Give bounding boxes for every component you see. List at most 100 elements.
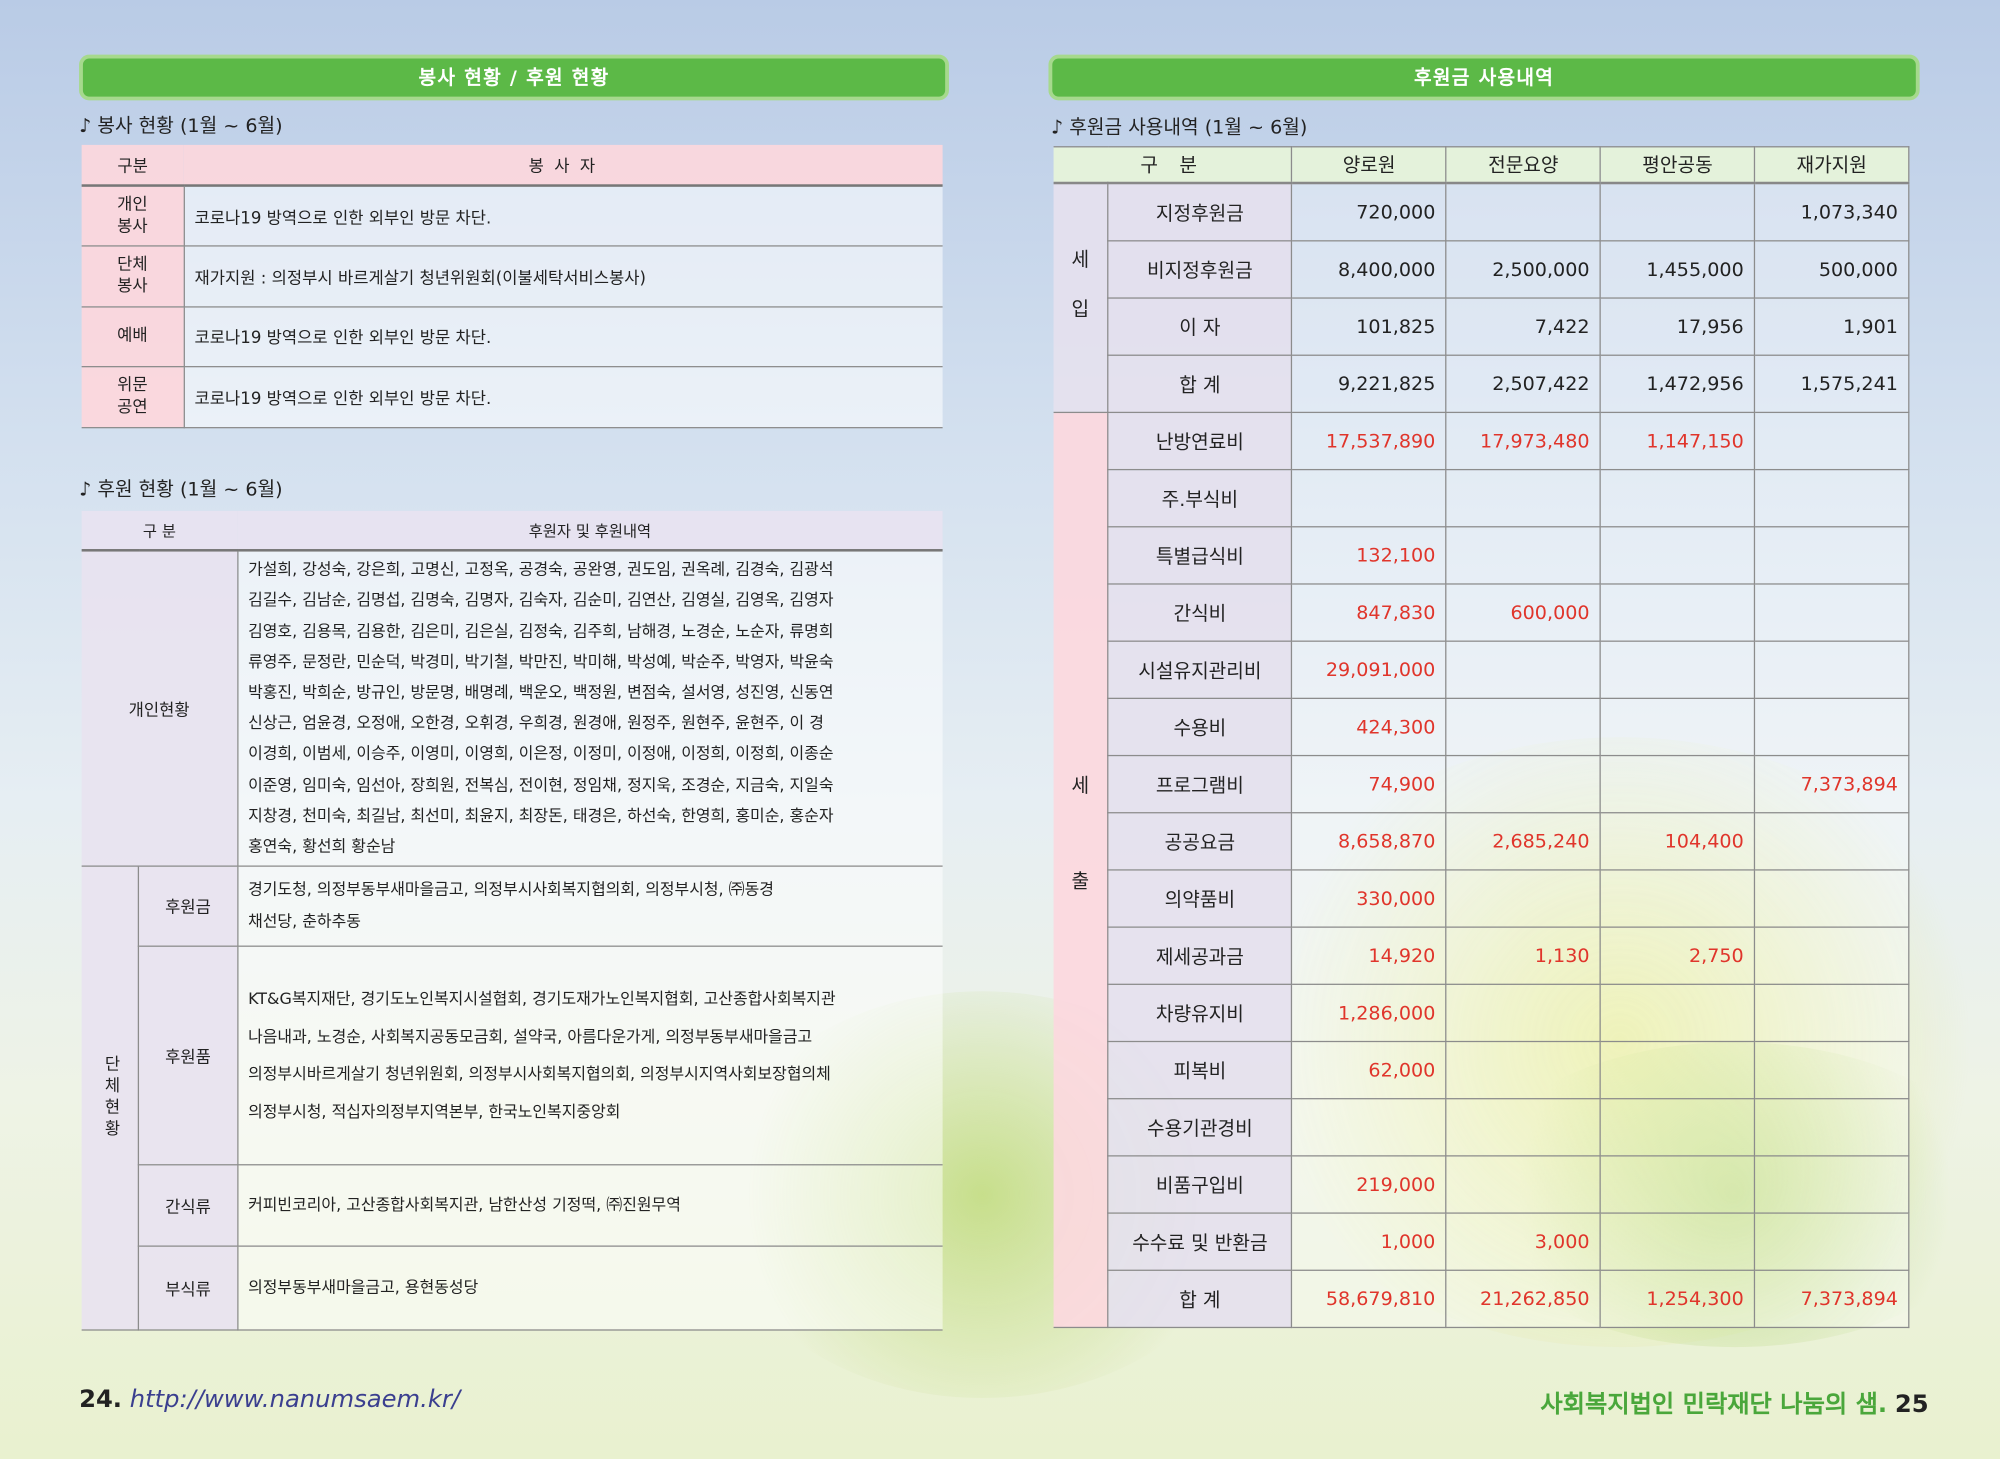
- item-label: 수용비: [1107, 697, 1293, 757]
- amount: 2,685,240: [1446, 812, 1602, 871]
- amount: 17,956: [1600, 297, 1756, 356]
- amount: [1600, 1040, 1756, 1100]
- donor-line: 지창경, 천미숙, 최길남, 최선미, 최윤지, 최장돈, 태경은, 하선숙, …: [248, 805, 834, 825]
- header-row: 구 분 후원자 및 후원내역: [81, 510, 943, 552]
- table-row: 단체현황 후원금 경기도청, 의정부동부새마을금고, 의정부시사회복지협의회, 의정…: [81, 865, 943, 1330]
- table-row: 단체 봉사 재가지원 : 의정부시 바르게살기 청년위원회(이불세탁서비스봉사): [81, 245, 943, 307]
- amount: [1600, 583, 1756, 642]
- donor-line: KT&G복지재단, 경기도노인복지시설협회, 경기도재가노인복지협회, 고산종합…: [248, 988, 836, 1008]
- donor-line: 류영주, 문정란, 민순덕, 박경미, 박기철, 박만진, 박미해, 박성예, …: [248, 651, 834, 671]
- amount: 8,658,870: [1291, 812, 1447, 871]
- amount: 1,286,000: [1291, 983, 1447, 1043]
- item-label: 지정후원금: [1107, 182, 1293, 242]
- column-header: 전문요양: [1446, 146, 1602, 185]
- table-row: 개인 봉사 코로나19 방역으로 인한 외부인 방문 차단.: [81, 185, 943, 247]
- amount: 1,073,340: [1754, 182, 1910, 242]
- amount: [1600, 468, 1756, 528]
- row-text: KT&G복지재단, 경기도노인복지시설협회, 경기도재가노인복지협회, 고산종합…: [237, 945, 943, 1165]
- amount: [1600, 640, 1756, 699]
- row-text: 의정부동부새마을금고, 용현동성당: [237, 1245, 943, 1330]
- header-row: 구 분 양로원 전문요양 평안공동 재가지원: [1053, 146, 1910, 185]
- donor-line: 경기도청, 의정부동부새마을금고, 의정부시사회복지협의회, 의정부시청, ㈜동…: [248, 879, 774, 899]
- table-row: 비지정후원금 8,400,000 2,500,000 1,455,000 500,000: [1054, 240, 1910, 299]
- donor-line: 나음내과, 노경순, 사회복지공동모금회, 설약국, 아름다운가게, 의정부동부…: [248, 1026, 813, 1046]
- table-row: 특별급식비 132,100: [1054, 526, 1910, 585]
- right-header-bar: 후원금 사용내역: [1048, 54, 1920, 101]
- donation-table: 구 분 후원자 및 후원내역 개인현황 가설희, 강성숙, 강은희, 고명신, 고정옥…: [81, 510, 943, 1330]
- amount: [1446, 182, 1602, 242]
- amount: 2,507,422: [1446, 354, 1602, 414]
- row-text: 코로나19 방역으로 인한 외부인 방문 차단.: [183, 306, 943, 368]
- amount: [1600, 869, 1756, 928]
- table-row: 후원품 KT&G복지재단, 경기도노인복지시설협회, 경기도재가노인복지협회, 고…: [82, 945, 943, 1165]
- table-row: 개인현황 가설희, 강성숙, 강은희, 고명신, 고정옥, 공경숙, 공완영, 권…: [81, 550, 943, 867]
- item-label: 비품구입비: [1107, 1155, 1293, 1214]
- amount: 104,400: [1600, 812, 1756, 871]
- amount: 2,750: [1600, 926, 1756, 985]
- amount: 1,575,241: [1754, 354, 1910, 414]
- amount: [1754, 926, 1910, 985]
- donor-line: 신상근, 엄윤경, 오정애, 오한경, 오휘경, 우희경, 원경애, 원정주, …: [248, 713, 824, 733]
- donor-line: 홍연숙, 황선희 황순남: [248, 836, 396, 856]
- row-text: 경기도청, 의정부동부새마을금고, 의정부시사회복지협의회, 의정부시청, ㈜동…: [237, 865, 943, 947]
- item-label: 이 자: [1107, 297, 1293, 356]
- row-label: 개인 봉사: [81, 185, 185, 247]
- amount: 7,422: [1446, 297, 1602, 356]
- row-label: 위문 공연: [81, 366, 185, 428]
- amount: [1291, 1098, 1447, 1157]
- table-row: 간식비 847,830 600,000: [1054, 583, 1910, 642]
- table-row: 의약품비 330,000: [1054, 869, 1910, 928]
- amount: 21,262,850: [1446, 1269, 1602, 1329]
- table-row: 합 계 58,679,810 21,262,850 1,254,300 7,373,89…: [1054, 1269, 1910, 1329]
- url: http://www.nanumsaem.kr/: [129, 1385, 461, 1414]
- column-header: 평안공동: [1600, 146, 1756, 185]
- amount: [1446, 697, 1602, 757]
- amount: [1600, 526, 1756, 585]
- sub-label: 간식류: [138, 1164, 238, 1247]
- amount: 1,130: [1446, 926, 1602, 985]
- table-row: 세출 난방연료비 17,537,890 17,973,480 1,147,150: [1053, 411, 1910, 1329]
- section-title: ♪ 후원 현황 (1월 ~ 6월): [79, 477, 283, 501]
- item-label: 제세공과금: [1107, 926, 1293, 985]
- column-header: 구분: [81, 144, 184, 187]
- amount: [1600, 754, 1756, 814]
- table-row: 간식류 커피빈코리아, 고산종합사회복지관, 남한산성 기정떡, ㈜진원무역: [82, 1164, 943, 1247]
- item-label: 난방연료비: [1107, 411, 1293, 471]
- row-text: 코로나19 방역으로 인한 외부인 방문 차단.: [183, 366, 943, 428]
- donor-line: 의정부시청, 적십자의정부지역본부, 한국노인복지중앙회: [248, 1101, 621, 1121]
- row-text: 커피빈코리아, 고산종합사회복지관, 남한산성 기정떡, ㈜진원무역: [237, 1164, 943, 1247]
- amount: 14,920: [1291, 926, 1447, 985]
- table-row: 위문 공연 코로나19 방역으로 인한 외부인 방문 차단.: [81, 366, 943, 428]
- amount: [1754, 697, 1910, 757]
- table-row: 수용기관경비: [1054, 1098, 1910, 1157]
- row-text: 가설희, 강성숙, 강은희, 고명신, 고정옥, 공경숙, 공완영, 권도임, …: [237, 550, 943, 867]
- table-row: 시설유지관리비 29,091,000: [1054, 640, 1910, 699]
- column-header: 구 분: [1053, 146, 1293, 185]
- item-label: 수수료 및 반환금: [1107, 1212, 1293, 1271]
- amount: 101,825: [1291, 297, 1447, 356]
- table-row: 부식류 의정부동부새마을금고, 용현동성당: [82, 1245, 943, 1330]
- amount: 7,373,894: [1754, 754, 1910, 814]
- amount: 1,254,300: [1600, 1269, 1756, 1329]
- amount: 1,472,956: [1600, 354, 1756, 414]
- donor-line: 의정부시바르게살기 청년위원회, 의정부시사회복지협의회, 의정부시지역사회보장…: [248, 1063, 831, 1083]
- organization: 사회복지법인 민락재단 나눔의 샘.: [1540, 1390, 1888, 1419]
- item-label: 특별급식비: [1107, 526, 1293, 585]
- amount: [1446, 526, 1602, 585]
- item-label: 주.부식비: [1107, 468, 1293, 528]
- item-label: 수용기관경비: [1107, 1098, 1293, 1157]
- footer-right: 사회복지법인 민락재단 나눔의 샘. 25: [1540, 1385, 1928, 1419]
- amount: [1754, 411, 1910, 471]
- amount: [1291, 468, 1447, 528]
- table-row: 합 계 9,221,825 2,507,422 1,472,956 1,575,241: [1054, 354, 1910, 414]
- table-row: 이 자 101,825 7,422 17,956 1,901: [1054, 297, 1910, 356]
- amount: [1600, 983, 1756, 1043]
- amount: [1754, 583, 1910, 642]
- amount: 424,300: [1291, 697, 1447, 757]
- donor-line: 김영호, 김용목, 김용한, 김은미, 김은실, 김정숙, 김주희, 남해경, …: [248, 621, 834, 641]
- expense-table: 구 분 양로원 전문요양 평안공동 재가지원 세입 지정후원금 720,000 1,073,34…: [1053, 146, 1910, 1329]
